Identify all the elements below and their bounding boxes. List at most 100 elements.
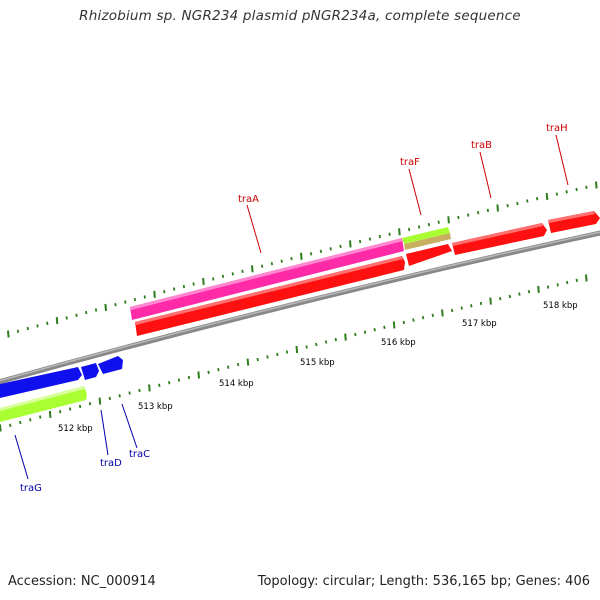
upper-tick	[358, 239, 362, 244]
upper-tick	[143, 295, 146, 299]
gene-label-traA[interactable]: traA	[238, 194, 259, 205]
lower-tick	[421, 316, 425, 320]
lower-tick	[383, 325, 386, 329]
upper-tick	[26, 326, 29, 331]
backbone-line	[0, 230, 600, 385]
axis-label-512: 512 kbp	[58, 424, 93, 434]
upper-tick	[270, 262, 274, 266]
lower-tick	[59, 410, 62, 414]
reverse-genes	[0, 356, 123, 422]
lower-tick	[431, 313, 434, 317]
upper-tick	[7, 330, 10, 338]
upper-tick	[555, 192, 559, 196]
upper-tick	[526, 199, 529, 203]
lower-tick	[315, 342, 318, 347]
lower-tick	[324, 340, 328, 344]
gene-traC-blue[interactable]	[98, 356, 123, 374]
upper-tick	[368, 237, 372, 241]
lower-tick	[527, 290, 531, 294]
lower-tick	[0, 424, 2, 432]
lower-tick	[236, 362, 240, 367]
upper-tick	[339, 244, 342, 249]
upper-tick	[85, 310, 88, 315]
lower-tick	[305, 345, 308, 349]
upper-tick	[545, 192, 549, 200]
gene-red-2[interactable]	[406, 244, 452, 266]
tick-row-lower	[0, 274, 588, 432]
upper-tick	[447, 216, 450, 224]
lower-tick	[334, 337, 337, 342]
gene-traD-lime[interactable]	[0, 386, 87, 422]
upper-tick	[398, 228, 401, 236]
upper-tick	[75, 313, 78, 317]
upper-tick	[408, 227, 411, 232]
lower-tick	[128, 391, 131, 395]
upper-tick	[486, 208, 490, 213]
upper-tick	[251, 265, 254, 273]
lower-tick	[499, 297, 502, 301]
gene-traB-arrow[interactable]	[452, 223, 547, 255]
lower-tick	[48, 410, 52, 418]
upper-tick	[467, 213, 470, 217]
leader-traH	[555, 134, 569, 186]
lower-tick	[68, 407, 72, 411]
lower-tick	[460, 306, 463, 310]
gene-label-traF[interactable]: traF	[400, 157, 420, 168]
gene-traA-arrow[interactable]	[130, 238, 404, 320]
gene-label-traH[interactable]: traH	[546, 123, 568, 134]
upper-tick	[309, 252, 313, 256]
lower-tick	[118, 394, 121, 398]
lower-tick	[227, 365, 230, 369]
gene-label-traG[interactable]: traG	[20, 483, 42, 494]
upper-tick	[565, 190, 568, 194]
lower-tick	[373, 328, 376, 332]
gene-traG-blue[interactable]	[0, 367, 82, 398]
lower-tick	[441, 309, 444, 317]
upper-tick	[535, 197, 539, 201]
gene-label-traB[interactable]: traB	[471, 140, 492, 151]
upper-tick	[94, 308, 98, 312]
upper-tick	[437, 220, 440, 224]
forward-genes	[130, 211, 600, 336]
lower-tick	[479, 301, 483, 306]
gene-leaders	[14, 134, 569, 480]
lower-tick	[187, 375, 191, 380]
gene-traH-arrow[interactable]	[548, 211, 600, 233]
upper-tick	[55, 317, 59, 325]
gene-traA-shine	[130, 238, 403, 310]
upper-tick	[241, 269, 244, 273]
upper-tick	[300, 252, 303, 260]
lower-tick	[575, 278, 578, 282]
axis-label-515: 515 kbp	[300, 358, 335, 368]
axis-labels: 512 kbp 513 kbp 514 kbp 515 kbp 516 kbp …	[58, 301, 578, 434]
upper-tick	[595, 181, 598, 189]
lower-tick	[148, 384, 151, 392]
upper-tick	[506, 204, 509, 208]
upper-tick	[388, 232, 391, 236]
lower-tick	[88, 402, 92, 406]
lower-tick	[546, 285, 550, 289]
upper-tick	[496, 204, 499, 212]
gene-label-traC[interactable]: traC	[129, 449, 150, 460]
gene-red-long-shine	[135, 256, 403, 325]
gene-traF-arrow[interactable]	[402, 227, 450, 244]
axis-label-516: 516 kbp	[381, 338, 416, 348]
leader-traG	[14, 434, 29, 480]
lower-tick	[402, 320, 405, 325]
leader-traA	[246, 204, 262, 254]
lower-tick	[344, 333, 347, 341]
upper-tick	[114, 303, 117, 307]
lower-tick	[518, 292, 521, 296]
upper-tick	[124, 300, 127, 304]
gene-traB-shine	[452, 223, 543, 246]
gene-red-long[interactable]	[135, 256, 405, 336]
lower-tick	[285, 350, 289, 354]
upper-tick	[133, 297, 137, 302]
axis-label-514: 514 kbp	[219, 379, 254, 389]
axis-label-518: 518 kbp	[543, 301, 578, 311]
gene-label-traD[interactable]: traD	[100, 458, 122, 469]
leader-traC	[121, 403, 138, 449]
lower-tick	[450, 308, 454, 313]
gene-blue-2[interactable]	[81, 363, 99, 380]
